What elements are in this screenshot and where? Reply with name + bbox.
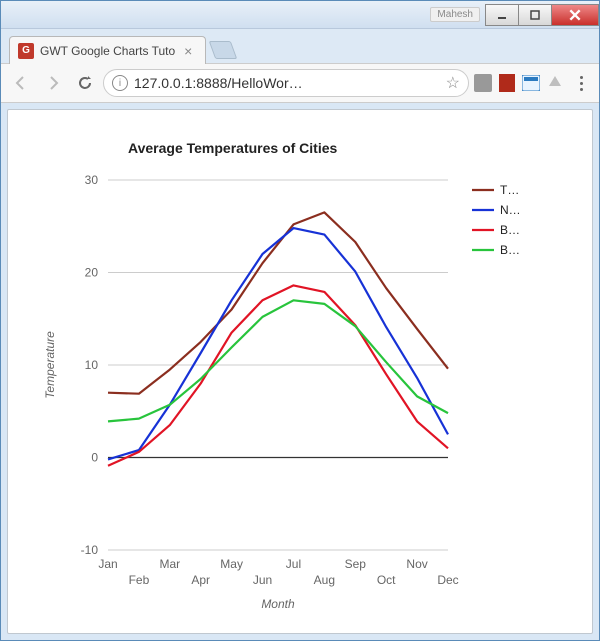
- site-info-icon[interactable]: i: [112, 75, 128, 91]
- svg-text:Jan: Jan: [98, 557, 117, 571]
- svg-text:T…: T…: [500, 183, 519, 197]
- back-button[interactable]: [7, 69, 35, 97]
- svg-text:N…: N…: [500, 203, 521, 217]
- browser-window: Mahesh G GWT Google Charts Tuto ×: [0, 0, 600, 641]
- svg-text:Apr: Apr: [191, 573, 210, 587]
- browser-tab[interactable]: G GWT Google Charts Tuto ×: [9, 36, 206, 64]
- page-content: Average Temperatures of Cities -10 0 10 20 3…: [7, 109, 593, 634]
- minimize-button[interactable]: [485, 4, 519, 26]
- menu-button[interactable]: [569, 76, 593, 91]
- svg-text:B…: B…: [500, 223, 520, 237]
- close-button[interactable]: [551, 4, 599, 26]
- chart-title: Average Temperatures of Cities: [18, 140, 582, 156]
- extension-icon-2[interactable]: [497, 73, 517, 93]
- new-tab-button[interactable]: [209, 41, 238, 59]
- svg-text:Oct: Oct: [377, 573, 396, 587]
- extension-icon-1[interactable]: [473, 73, 493, 93]
- svg-text:10: 10: [85, 358, 99, 372]
- browser-toolbar: i 127.0.0.1:8888/HelloWor… ☆: [1, 63, 599, 103]
- svg-text:Sep: Sep: [345, 557, 367, 571]
- svg-text:Aug: Aug: [314, 573, 335, 587]
- window-titlebar: Mahesh: [1, 1, 599, 29]
- reload-button[interactable]: [71, 69, 99, 97]
- svg-text:Mar: Mar: [159, 557, 180, 571]
- user-badge: Mahesh: [430, 7, 480, 22]
- svg-text:-10: -10: [81, 543, 99, 557]
- favicon-icon: G: [18, 43, 34, 59]
- extension-icon-4[interactable]: [545, 73, 565, 93]
- svg-text:Month: Month: [261, 597, 295, 611]
- window-controls: [486, 4, 599, 26]
- svg-text:Temperature: Temperature: [43, 331, 57, 399]
- address-bar[interactable]: i 127.0.0.1:8888/HelloWor… ☆: [103, 69, 469, 97]
- svg-text:30: 30: [85, 173, 99, 187]
- maximize-button[interactable]: [518, 4, 552, 26]
- svg-text:20: 20: [85, 266, 99, 280]
- tab-strip: G GWT Google Charts Tuto ×: [1, 29, 599, 63]
- svg-text:Jun: Jun: [253, 573, 272, 587]
- svg-text:B…: B…: [500, 243, 520, 257]
- svg-text:May: May: [220, 557, 243, 571]
- svg-text:0: 0: [91, 451, 98, 465]
- svg-text:Jul: Jul: [286, 557, 301, 571]
- forward-button[interactable]: [39, 69, 67, 97]
- url-text: 127.0.0.1:8888/HelloWor…: [134, 75, 442, 91]
- tab-title: GWT Google Charts Tuto: [40, 44, 175, 58]
- svg-text:Nov: Nov: [406, 557, 427, 571]
- extension-icon-3[interactable]: [521, 73, 541, 93]
- line-chart: -10 0 10 20 30 Jan Feb Mar Apr May Jun Jul Aug Sep Oct…: [18, 156, 558, 616]
- tab-close-icon[interactable]: ×: [181, 44, 195, 58]
- bookmark-star-icon[interactable]: ☆: [446, 73, 460, 93]
- chart-container: Average Temperatures of Cities -10 0 10 20 3…: [18, 130, 582, 613]
- svg-text:Dec: Dec: [437, 573, 458, 587]
- svg-text:Feb: Feb: [129, 573, 150, 587]
